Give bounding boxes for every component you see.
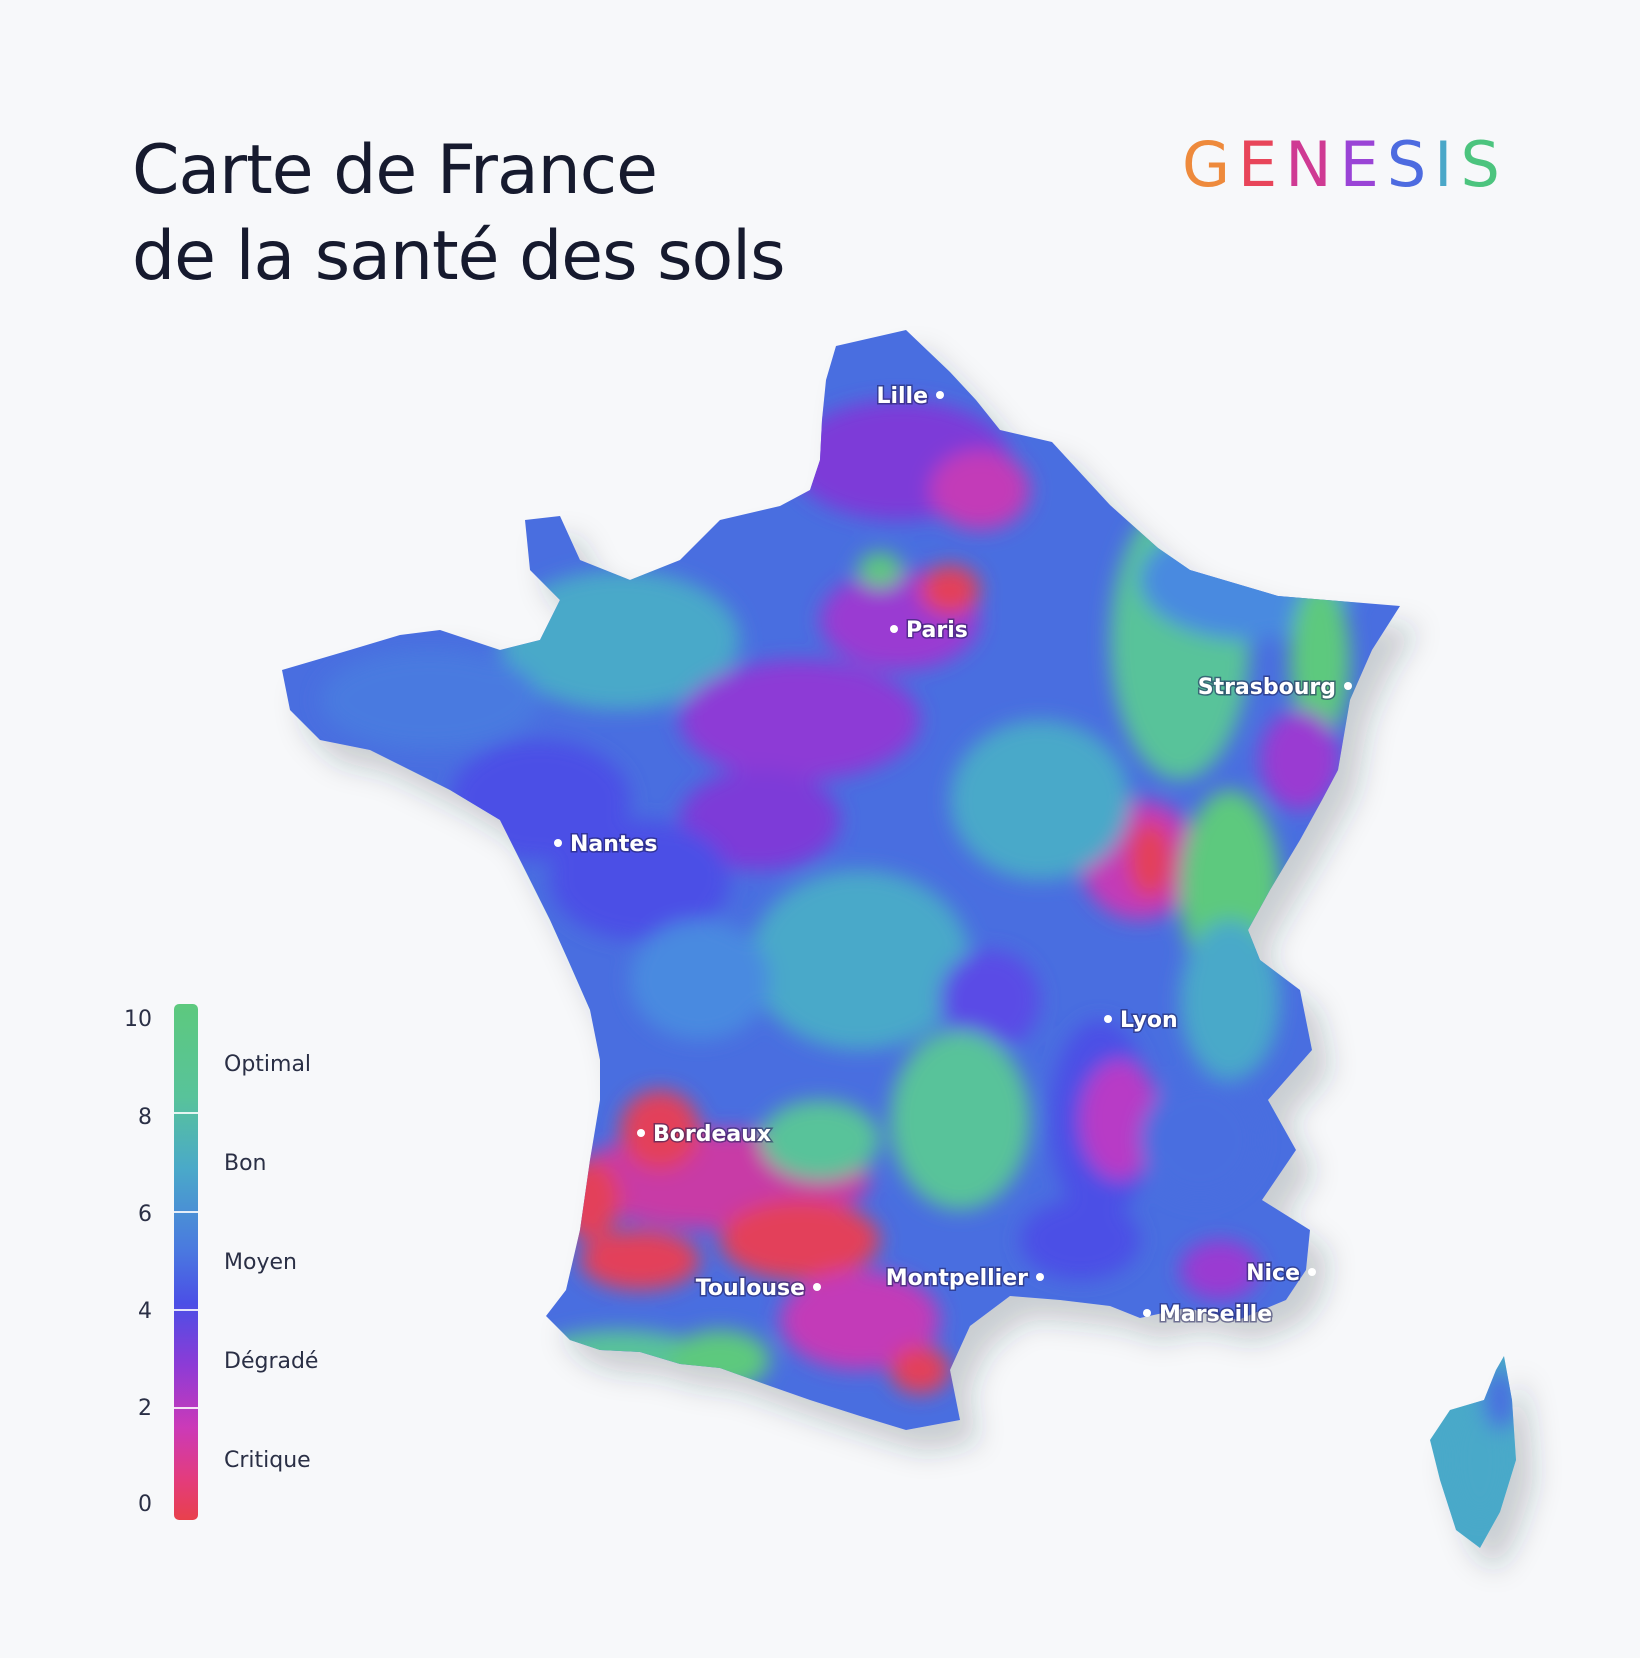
city-label-lille: Lille	[876, 384, 928, 409]
city-dot-montpellier	[1036, 1273, 1044, 1281]
legend-tick: 2	[138, 1396, 152, 1421]
logo-letter: N	[1285, 128, 1340, 201]
title-line-2: de la santé des sols	[132, 217, 785, 296]
legend-tick: 0	[138, 1492, 152, 1517]
logo-letter: S	[1386, 128, 1435, 201]
soil-health-regions	[320, 400, 1516, 1520]
logo-letter: S	[1460, 128, 1508, 201]
city-label-nice: Nice	[1246, 1261, 1300, 1286]
title-line-1: Carte de France	[132, 131, 658, 210]
legend-tick: 6	[138, 1202, 152, 1227]
legend-separator	[174, 1211, 198, 1213]
page-title: Carte de France de la santé des sols	[132, 128, 785, 300]
city-label-bordeaux: Bordeaux	[653, 1122, 771, 1147]
city-dot-bordeaux	[637, 1129, 645, 1137]
legend-category-bon: Bon	[224, 1151, 267, 1176]
legend-color-bar	[174, 1004, 198, 1520]
legend-tick: 10	[124, 1007, 152, 1032]
city-label-paris: Paris	[906, 618, 968, 643]
city-dot-strasbourg	[1344, 682, 1352, 690]
city-label-marseille: Marseille	[1159, 1302, 1272, 1327]
city-label-strasbourg: Strasbourg	[1198, 675, 1336, 700]
logo-letter: E	[1238, 128, 1286, 201]
city-dot-marseille	[1143, 1309, 1151, 1317]
city-dot-nantes	[554, 839, 562, 847]
legend-separator	[174, 1407, 198, 1409]
logo-letter: G	[1182, 128, 1239, 201]
legend-category-optimal: Optimal	[224, 1052, 312, 1077]
legend-tick: 4	[138, 1299, 152, 1324]
city-dot-lyon	[1104, 1015, 1112, 1023]
legend-separator	[174, 1112, 198, 1114]
legend-category-critique: Critique	[224, 1448, 311, 1473]
legend-separator	[174, 1309, 198, 1311]
logo-letter: E	[1339, 128, 1387, 201]
legend-category-degrade: Dégradé	[224, 1349, 319, 1374]
city-dot-lille	[936, 391, 944, 399]
legend-category-moyen: Moyen	[224, 1250, 297, 1275]
genesis-logo: GENESIS	[1182, 128, 1508, 201]
city-dot-paris	[890, 625, 898, 633]
city-label-toulouse: Toulouse	[696, 1276, 805, 1301]
city-label-nantes: Nantes	[570, 832, 657, 857]
city-label-lyon: Lyon	[1120, 1008, 1178, 1033]
city-dot-nice	[1308, 1268, 1316, 1276]
city-markers: Lille Paris Strasbourg Nantes Lyon Bordeaux To…	[554, 383, 1352, 1329]
logo-letter: I	[1434, 128, 1461, 201]
legend-tick: 8	[138, 1105, 152, 1130]
city-label-montpellier: Montpellier	[886, 1266, 1028, 1291]
city-dot-toulouse	[813, 1283, 821, 1291]
